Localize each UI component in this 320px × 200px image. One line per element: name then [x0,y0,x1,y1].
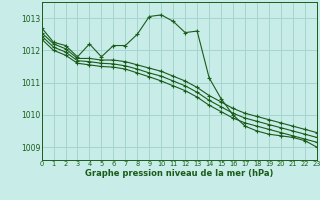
X-axis label: Graphe pression niveau de la mer (hPa): Graphe pression niveau de la mer (hPa) [85,169,273,178]
